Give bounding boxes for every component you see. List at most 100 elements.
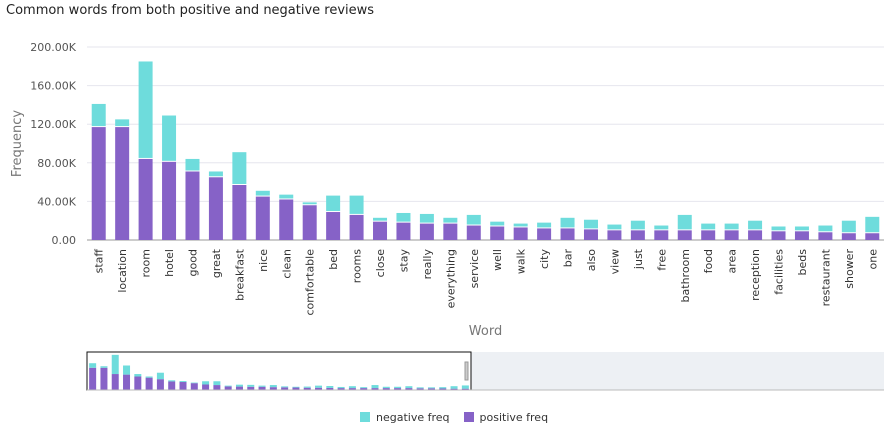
navigator-bar-negative <box>100 366 108 368</box>
bar-negative-view[interactable] <box>607 224 622 230</box>
bar-negative-shower[interactable] <box>841 220 856 233</box>
bar-negative-nice[interactable] <box>255 190 270 196</box>
x-tick-label: one <box>866 249 879 270</box>
bar-negative-stay[interactable] <box>396 212 411 222</box>
navigator-bar-negative <box>168 380 176 382</box>
navigator-handle[interactable] <box>464 361 469 381</box>
bar-positive-city[interactable] <box>537 228 552 240</box>
bar-positive-room[interactable] <box>138 158 153 240</box>
bar-positive-stay[interactable] <box>396 222 411 240</box>
bar-negative-also[interactable] <box>583 219 598 229</box>
bar-negative-close[interactable] <box>373 217 388 221</box>
bar-positive-reception[interactable] <box>748 230 763 240</box>
bar-positive-close[interactable] <box>373 221 388 240</box>
bar-positive-location[interactable] <box>115 127 130 240</box>
bar-negative-restaurant[interactable] <box>818 225 833 232</box>
bar-positive-area[interactable] <box>724 230 739 240</box>
bar-positive-beds[interactable] <box>794 231 809 240</box>
bar-negative-free[interactable] <box>654 225 669 230</box>
bar-positive-walk[interactable] <box>513 227 528 240</box>
bar-positive-food[interactable] <box>701 230 716 240</box>
navigator-bar-negative <box>427 387 435 389</box>
bar-negative-comfortable[interactable] <box>302 202 317 205</box>
navigator-bar-negative <box>360 387 368 389</box>
navigator-window[interactable] <box>86 351 472 391</box>
bar-negative-location[interactable] <box>115 119 130 127</box>
navigator-bar-positive <box>123 374 131 390</box>
bar-negative-area[interactable] <box>724 223 739 230</box>
bar-negative-good[interactable] <box>185 158 200 171</box>
legend-item-negative[interactable]: negative freq <box>360 411 450 424</box>
navigator-bar-positive <box>315 387 323 390</box>
bar-negative-breakfast[interactable] <box>232 152 247 184</box>
navigator-bar-positive <box>235 386 243 390</box>
navigator-bar-positive <box>382 388 390 390</box>
navigator-bar-negative <box>292 386 300 388</box>
navigator-bar-positive <box>258 386 266 390</box>
bar-positive-staff[interactable] <box>91 127 106 240</box>
bar-negative-rooms[interactable] <box>349 195 364 214</box>
bar-negative-really[interactable] <box>419 213 434 223</box>
bar-negative-facilities[interactable] <box>771 226 786 231</box>
bar-negative-just[interactable] <box>630 220 645 230</box>
bar-negative-clean[interactable] <box>279 194 294 199</box>
bar-positive-bathroom[interactable] <box>677 230 692 240</box>
bar-negative-beds[interactable] <box>794 226 809 231</box>
navigator-bar-negative <box>348 386 356 389</box>
bar-negative-bathroom[interactable] <box>677 214 692 230</box>
bar-negative-hotel[interactable] <box>162 115 177 161</box>
bar-negative-city[interactable] <box>537 222 552 228</box>
bar-negative-room[interactable] <box>138 61 153 158</box>
bar-positive-view[interactable] <box>607 230 622 240</box>
navigator-bar-positive <box>439 388 447 390</box>
bar-positive-one[interactable] <box>865 233 880 240</box>
bar-negative-well[interactable] <box>490 221 505 226</box>
bar-positive-shower[interactable] <box>841 233 856 240</box>
bar-positive-everything[interactable] <box>443 223 458 240</box>
bar-positive-well[interactable] <box>490 226 505 240</box>
bar-positive-good[interactable] <box>185 171 200 240</box>
navigator-bar-positive <box>156 379 164 390</box>
bar-positive-also[interactable] <box>583 229 598 240</box>
bar-positive-facilities[interactable] <box>771 231 786 240</box>
bar-positive-hotel[interactable] <box>162 161 177 240</box>
x-tick-label: well <box>491 249 504 271</box>
y-tick-label: 160.00K <box>30 80 76 93</box>
navigator-bar-positive <box>134 376 142 390</box>
bar-positive-really[interactable] <box>419 223 434 240</box>
bar-negative-food[interactable] <box>701 223 716 230</box>
bar-negative-everything[interactable] <box>443 217 458 223</box>
bar-negative-service[interactable] <box>466 214 481 225</box>
bar-negative-bed[interactable] <box>326 195 341 212</box>
x-tick-label: just <box>632 248 645 270</box>
bar-negative-one[interactable] <box>865 216 880 233</box>
bar-positive-restaurant[interactable] <box>818 232 833 240</box>
x-axis-title: Word <box>469 324 502 339</box>
bar-negative-reception[interactable] <box>748 220 763 230</box>
navigator-bar-negative <box>394 386 402 389</box>
bar-positive-clean[interactable] <box>279 199 294 240</box>
bar-negative-walk[interactable] <box>513 223 528 227</box>
bar-positive-free[interactable] <box>654 230 669 240</box>
navigator-bar-positive <box>416 388 424 390</box>
x-tick-label: view <box>608 249 621 274</box>
bar-positive-bar[interactable] <box>560 228 575 240</box>
bar-positive-great[interactable] <box>208 177 223 240</box>
bar-positive-comfortable[interactable] <box>302 205 317 240</box>
bar-positive-nice[interactable] <box>255 196 270 240</box>
bar-negative-bar[interactable] <box>560 217 575 228</box>
legend-swatch-positive <box>463 412 474 422</box>
legend-item-positive[interactable]: positive freq <box>463 411 548 424</box>
navigator-bar-positive <box>405 388 413 390</box>
bar-positive-service[interactable] <box>466 225 481 240</box>
bar-negative-staff[interactable] <box>91 103 106 127</box>
x-tick-label: stay <box>397 249 410 273</box>
bar-positive-bed[interactable] <box>326 212 341 240</box>
x-tick-label: walk <box>515 248 528 274</box>
bar-negative-great[interactable] <box>208 171 223 177</box>
bar-positive-just[interactable] <box>630 230 645 240</box>
bar-positive-breakfast[interactable] <box>232 184 247 240</box>
navigator-bar-negative <box>156 372 164 380</box>
bar-positive-rooms[interactable] <box>349 214 364 240</box>
navigator-bar-negative <box>258 385 266 387</box>
